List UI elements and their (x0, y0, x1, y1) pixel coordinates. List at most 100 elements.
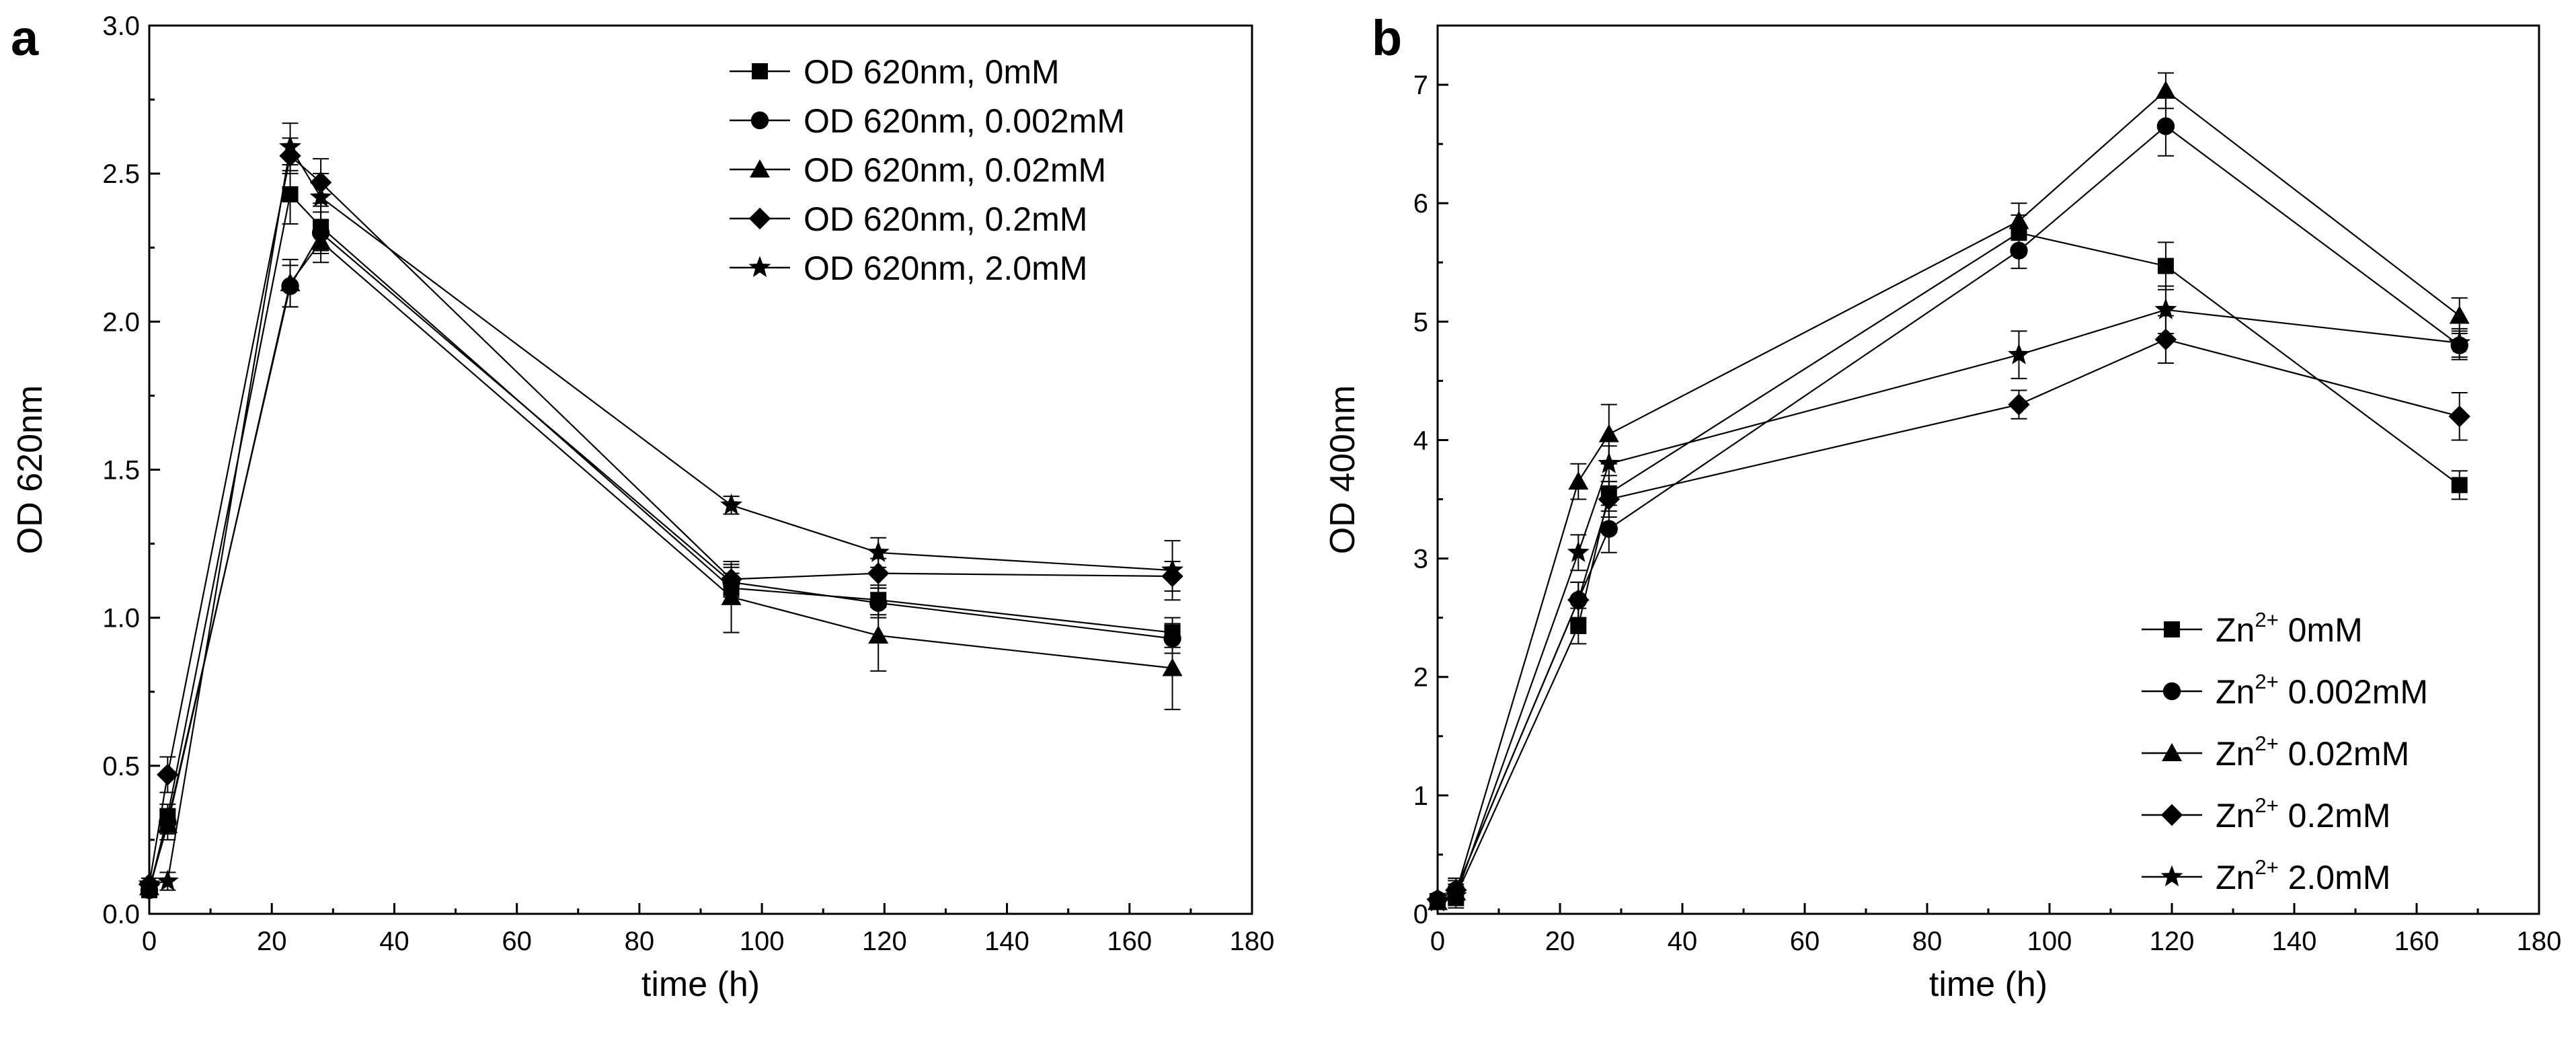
y-tick-label: 5 (1413, 307, 1428, 337)
x-tick-label: 60 (502, 927, 532, 956)
legend: OD 620nm, 0mM OD 620nm, 0.002mM OD 620nm, … (730, 53, 1125, 287)
legend-label: Zn2+ 0.2mM (2216, 793, 2390, 834)
data-point (309, 186, 332, 207)
data-point (2449, 305, 2470, 324)
panel-letter: a (11, 10, 39, 66)
x-axis-label: time (h) (1929, 965, 2047, 1004)
legend-marker (748, 256, 771, 278)
y-tick-label: 1.5 (102, 456, 140, 485)
legend-marker (2160, 804, 2183, 826)
data-point (157, 763, 179, 786)
data-point (1598, 488, 1620, 510)
data-point (1598, 452, 1621, 473)
panel-b: 0 20 40 60 80 100 120 140 160 180 0 1 2 3 4 5 6 7 time (h)… (1323, 10, 2561, 1004)
legend-label: OD 620nm, 2.0mM (804, 249, 1087, 287)
x-tick-label: 140 (984, 927, 1029, 956)
data-point (1568, 471, 1589, 490)
legend-label: Zn2+ 0.002mM (2216, 670, 2428, 711)
y-tick-label: 1.0 (102, 604, 140, 633)
x-tick-label: 180 (1230, 927, 1275, 956)
x-tick-label: 80 (1912, 927, 1943, 956)
x-tick-label: 160 (1107, 927, 1152, 956)
legend-marker (750, 159, 770, 178)
x-tick-label: 140 (2272, 927, 2317, 956)
legend-label-rest: 0mM (2279, 611, 2363, 649)
x-tick-label: 100 (740, 927, 785, 956)
legend-label-base: Zn (2216, 673, 2255, 711)
x-tick-label: 40 (379, 927, 409, 956)
legend-label-sup: 2+ (2255, 855, 2278, 879)
data-point (867, 541, 890, 562)
data-point (720, 568, 742, 590)
x-tick-label: 40 (1668, 927, 1698, 956)
legend-label-rest: 0.2mM (2279, 797, 2391, 834)
y-tick-label: 2.0 (102, 307, 140, 337)
data-point (2451, 477, 2468, 494)
data-point (279, 135, 302, 157)
data-point (280, 273, 301, 292)
y-tick-label: 0.0 (102, 900, 140, 929)
data-point (311, 231, 331, 250)
series-star (1426, 285, 2471, 912)
x-tick-label: 120 (2150, 927, 2195, 956)
legend-label-sup: 2+ (2255, 608, 2278, 631)
panel-a: 0 20 40 60 80 100 120 140 160 180 0.0 0.5 1.0 1.5 2.0 2… (11, 10, 1274, 1004)
data-point (1570, 617, 1587, 634)
y-tick-label: 2.5 (102, 159, 140, 189)
legend-marker (2160, 865, 2183, 887)
data-point (138, 872, 161, 894)
legend-label-base: Zn (2216, 735, 2255, 773)
data-point (2008, 393, 2030, 416)
data-point (1444, 884, 1467, 906)
legend-label-sup: 2+ (2255, 732, 2278, 755)
data-point (1600, 520, 1618, 538)
data-point (2154, 298, 2177, 319)
legend-label-base: Zn (2216, 611, 2255, 649)
y-tick-label: 0 (1413, 900, 1428, 929)
legend-label: OD 620nm, 0mM (804, 53, 1060, 91)
data-point (2156, 117, 2175, 135)
legend-label: Zn2+ 0.02mM (2216, 732, 2409, 773)
data-point (2448, 331, 2471, 353)
legend-marker (748, 207, 771, 230)
data-point (868, 625, 889, 644)
data-point (720, 493, 743, 515)
data-point (157, 814, 178, 833)
x-tick-label: 160 (2394, 927, 2440, 956)
legend-label-sup: 2+ (2255, 793, 2278, 817)
legend-label-base: Zn (2216, 797, 2255, 834)
x-tick-label: 100 (2027, 927, 2072, 956)
y-tick-label: 3.0 (102, 11, 140, 41)
y-tick-label: 1 (1413, 781, 1428, 811)
data-point (156, 869, 179, 891)
x-tick-label: 60 (1790, 927, 1820, 956)
y-tick-label: 6 (1413, 189, 1428, 219)
x-tick-label: 120 (862, 927, 907, 956)
data-point (721, 586, 742, 605)
y-axis-label: OD 400nm (1323, 385, 1362, 554)
series-triangle (139, 220, 1183, 896)
y-axis-label: OD 620nm (11, 385, 50, 554)
legend-label-rest: 0.002mM (2279, 673, 2428, 711)
legend-marker (752, 63, 768, 79)
x-tick-label: 0 (1430, 927, 1445, 956)
legend-marker (2162, 682, 2181, 701)
data-point (282, 186, 299, 202)
legend-label: OD 620nm, 0.2mM (804, 200, 1087, 238)
data-point (2008, 343, 2030, 364)
legend-marker (2164, 621, 2180, 637)
x-tick-label: 80 (625, 927, 655, 956)
legend-marker (750, 111, 769, 130)
y-tick-label: 4 (1413, 426, 1428, 455)
legend-label-sup: 2+ (2255, 670, 2278, 693)
y-tick-label: 7 (1413, 71, 1428, 100)
legend-label: OD 620nm, 0.002mM (804, 102, 1125, 140)
legend-label: Zn2+ 0mM (2216, 608, 2363, 649)
series-star (138, 122, 1184, 894)
data-point (2157, 258, 2174, 274)
legend-label: OD 620nm, 0.02mM (804, 151, 1106, 189)
x-axis-label: time (h) (641, 965, 760, 1004)
